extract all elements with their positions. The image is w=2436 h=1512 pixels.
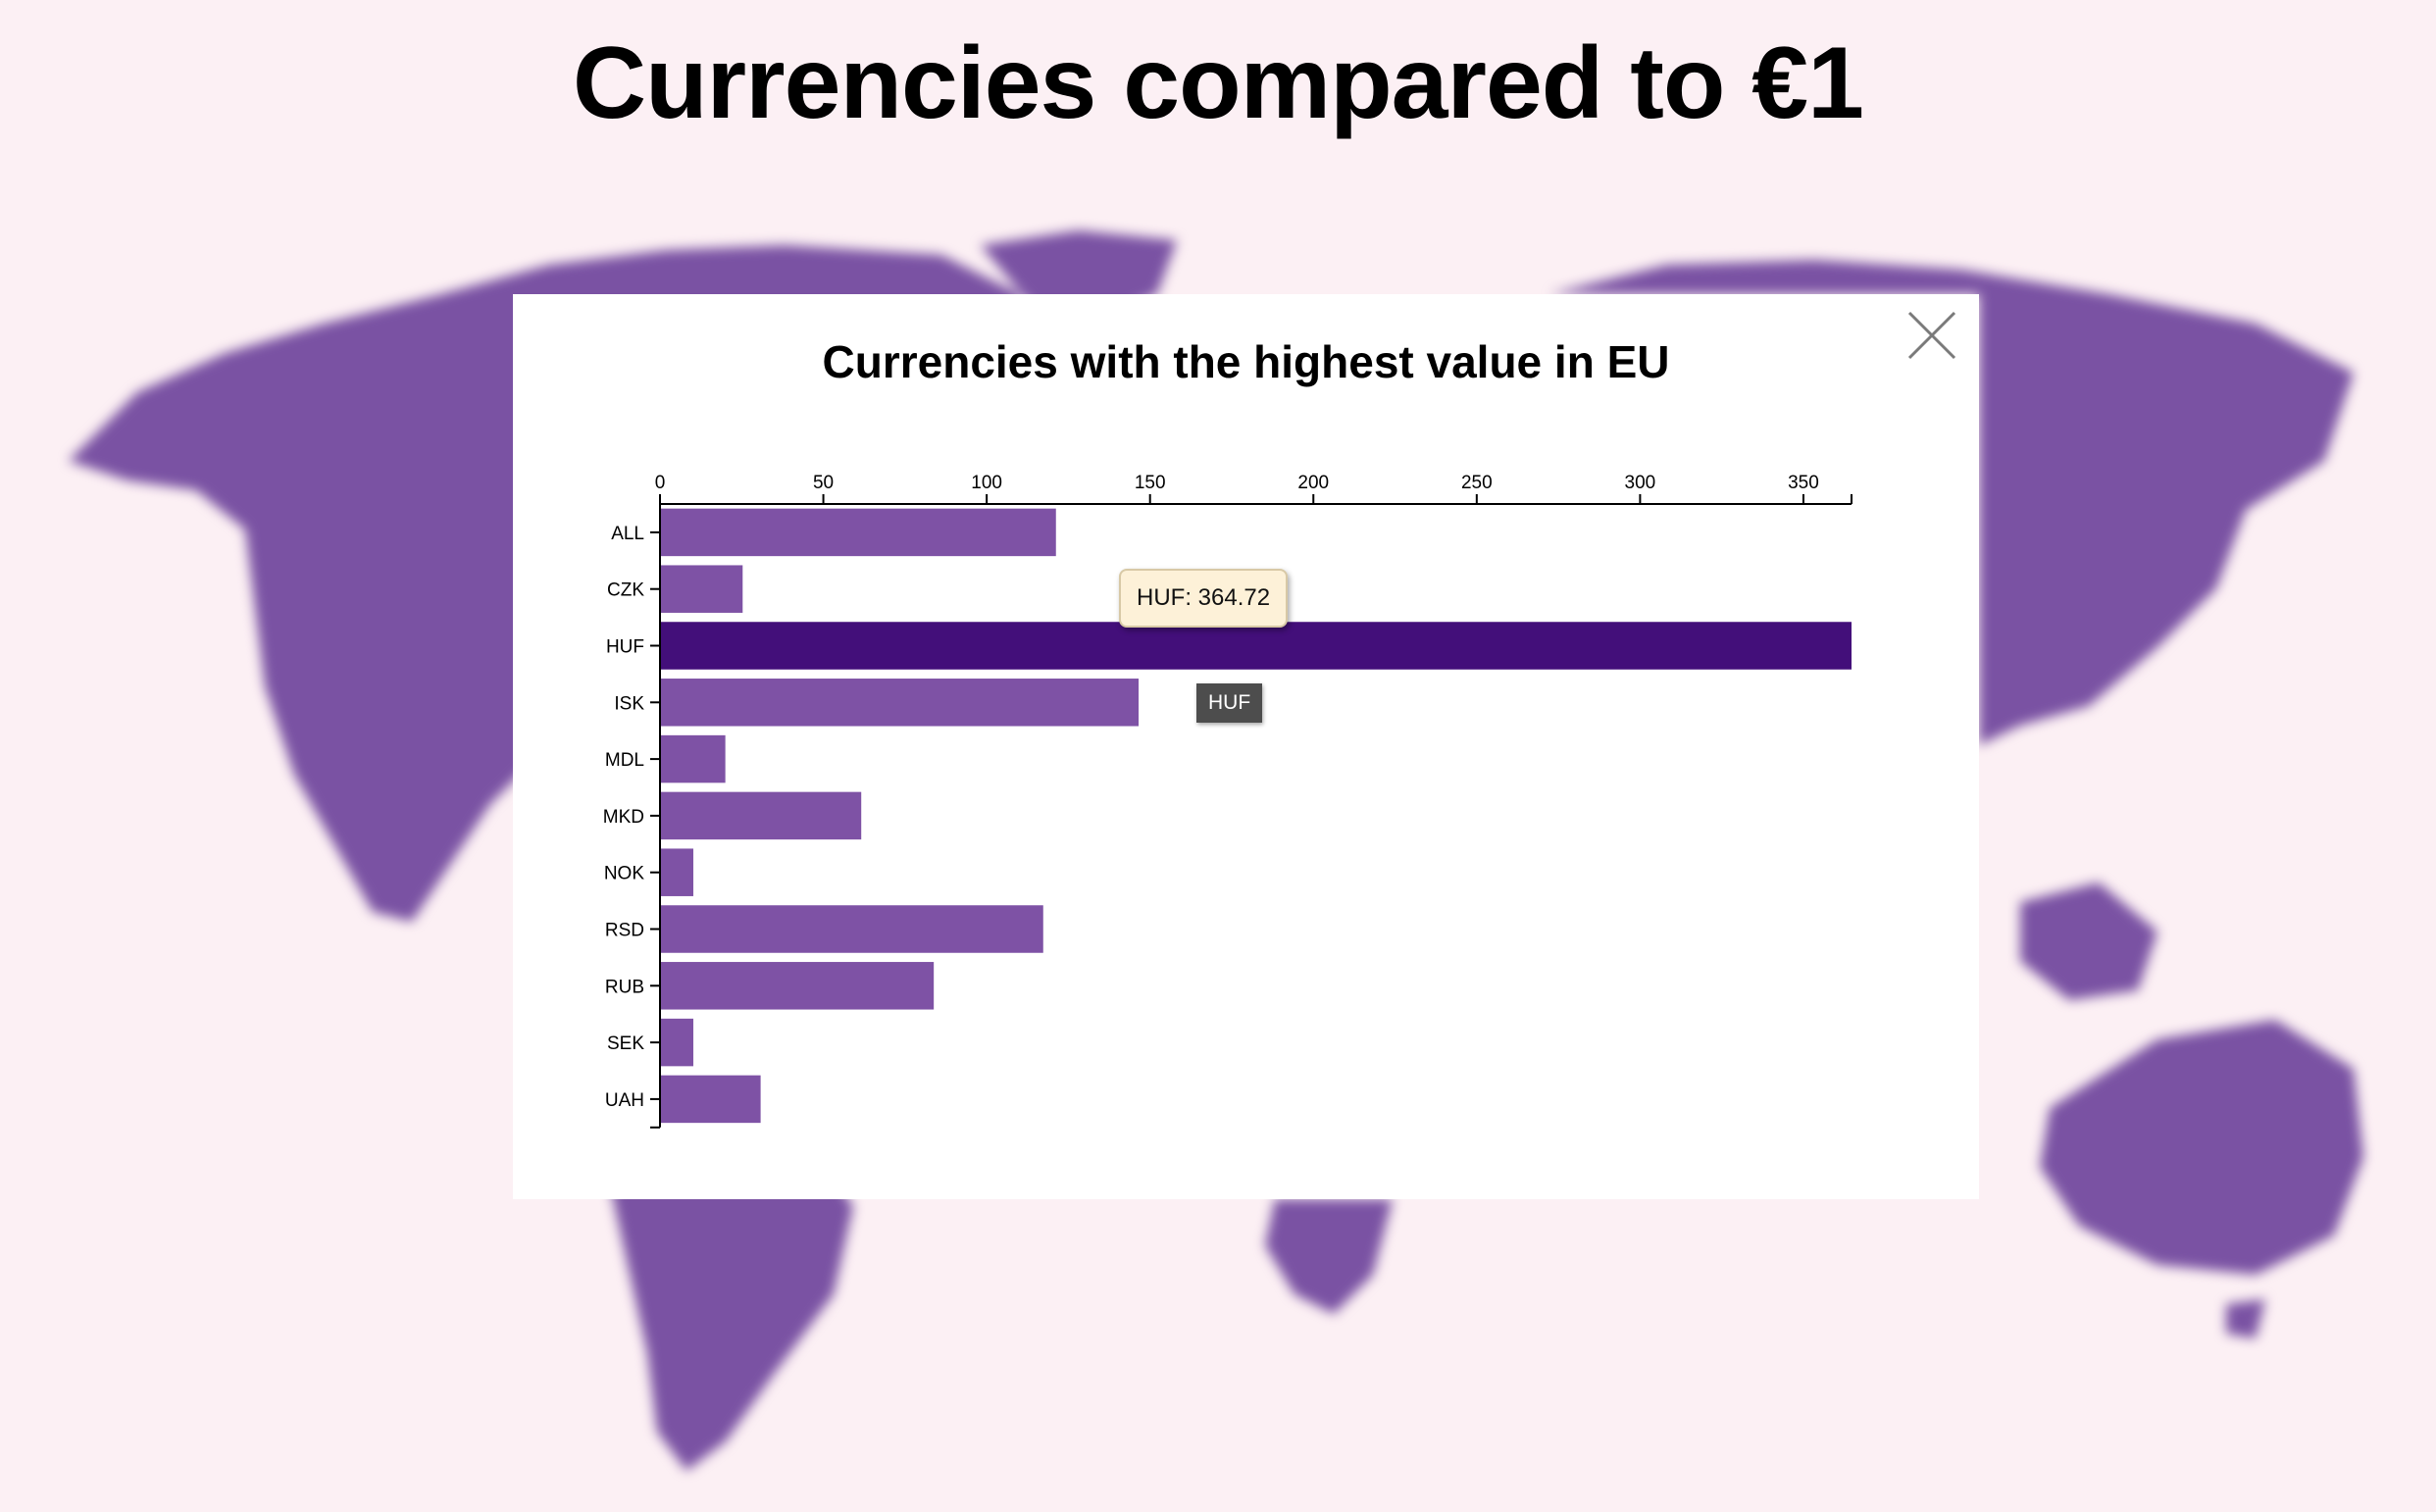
y-tick-label-mdl: MDL	[605, 750, 644, 771]
x-tick-label-350: 350	[1788, 473, 1819, 493]
x-tick-label-200: 200	[1297, 473, 1329, 493]
bar-huf[interactable]	[660, 622, 1852, 670]
y-tick-label-uah: UAH	[605, 1090, 644, 1111]
close-icon[interactable]	[1906, 310, 1957, 361]
y-tick-label-rub: RUB	[605, 977, 644, 997]
page-title: Currencies compared to €1	[573, 26, 1864, 140]
bar-uah[interactable]	[660, 1075, 761, 1124]
bar-all[interactable]	[660, 508, 1056, 557]
y-tick-label-czk: CZK	[607, 580, 644, 601]
y-tick-label-mkd: MKD	[603, 807, 644, 828]
y-tick-label-huf: HUF	[606, 637, 644, 658]
bar-nok[interactable]	[660, 848, 693, 896]
y-tick-label-isk: ISK	[614, 693, 644, 714]
x-tick-label-250: 250	[1461, 473, 1493, 493]
bar-mdl[interactable]	[660, 734, 726, 783]
tooltip-value: HUF: 364.72	[1119, 569, 1289, 628]
bar-rsd[interactable]	[660, 905, 1043, 953]
chart-title: Currencies with the highest value in EU	[822, 336, 1670, 387]
bar-chart: 0 50 100 150 200 250 300 350 ALL CZK HUF ISK MDL MKD N…	[603, 473, 1852, 1129]
y-tick-label-nok: NOK	[604, 864, 645, 884]
bar-czk[interactable]	[660, 565, 743, 613]
bar-sek[interactable]	[660, 1018, 693, 1067]
y-tick-label-rsd: RSD	[605, 921, 644, 941]
tooltip-name: HUF	[1196, 683, 1263, 723]
x-tick-label-300: 300	[1625, 473, 1656, 493]
x-tick-label-50: 50	[813, 473, 834, 493]
x-tick-label-150: 150	[1135, 473, 1166, 493]
y-tick-label-sek: SEK	[607, 1033, 644, 1054]
bar-mkd[interactable]	[660, 791, 862, 840]
y-tick-label-all: ALL	[611, 524, 644, 544]
chart-modal: Currencies with the highest value in EU …	[513, 294, 1979, 1199]
x-tick-label-100: 100	[971, 473, 1002, 493]
x-tick-label-0: 0	[655, 473, 666, 493]
bar-isk[interactable]	[660, 679, 1140, 727]
bar-rub[interactable]	[660, 962, 935, 1010]
